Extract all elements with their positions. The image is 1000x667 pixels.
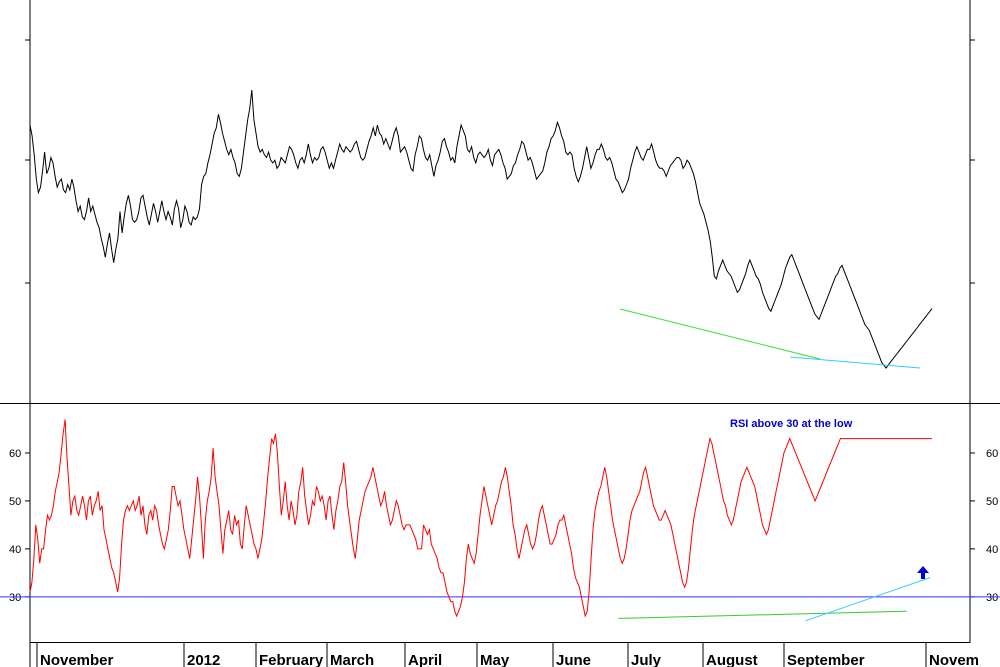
rsi-annotation: RSI above 30 at the low [730, 418, 853, 430]
x-axis-month-label: July [631, 652, 662, 667]
rsi-y-tick-label-right: 30 [986, 592, 998, 604]
up-arrow-icon [917, 566, 929, 579]
x-axis-month-labels: November 2012 February March April May June Jul… [36, 643, 979, 667]
x-axis-month-label: September [787, 652, 865, 667]
x-axis-month-label: 2012 [187, 652, 220, 667]
x-axis-month-label: March [330, 652, 374, 667]
rsi-trendline-cyan [805, 577, 931, 622]
rsi-y-tick-label-right: 60 [986, 448, 998, 460]
rsi-y-tick-label-left: 60 [9, 448, 21, 460]
x-axis-month-label: August [706, 652, 758, 667]
rsi-y-tick-label-right: 50 [986, 496, 998, 508]
rsi-trendlines [618, 577, 931, 622]
x-axis-month-label: May [480, 652, 510, 667]
rsi-y-tick-label-left: 40 [9, 544, 21, 556]
rsi-y-tick-label-right: 40 [986, 544, 998, 556]
rsi-trendline-green [618, 610, 907, 619]
x-axis-month-label: Novem [929, 652, 979, 667]
rsi-panel: 30 30 40 40 50 50 60 60 RSI above 30 at the low [0, 418, 1000, 622]
rsi-y-tick-label-left: 30 [9, 592, 21, 604]
x-axis-month-label: November [40, 652, 114, 667]
rsi-series-line [29, 419, 932, 618]
price-series-line [29, 89, 933, 369]
price-trendline-green [619, 308, 821, 360]
rsi-y-ticks: 30 30 40 40 50 50 60 60 [9, 448, 998, 604]
x-axis-month-label: June [556, 652, 591, 667]
rsi-y-tick-label-left: 50 [9, 496, 21, 508]
price-trendline-cyan [789, 356, 921, 369]
x-axis-month-label: February [259, 652, 324, 667]
price-panel [29, 89, 933, 369]
x-axis-month-label: April [408, 652, 442, 667]
